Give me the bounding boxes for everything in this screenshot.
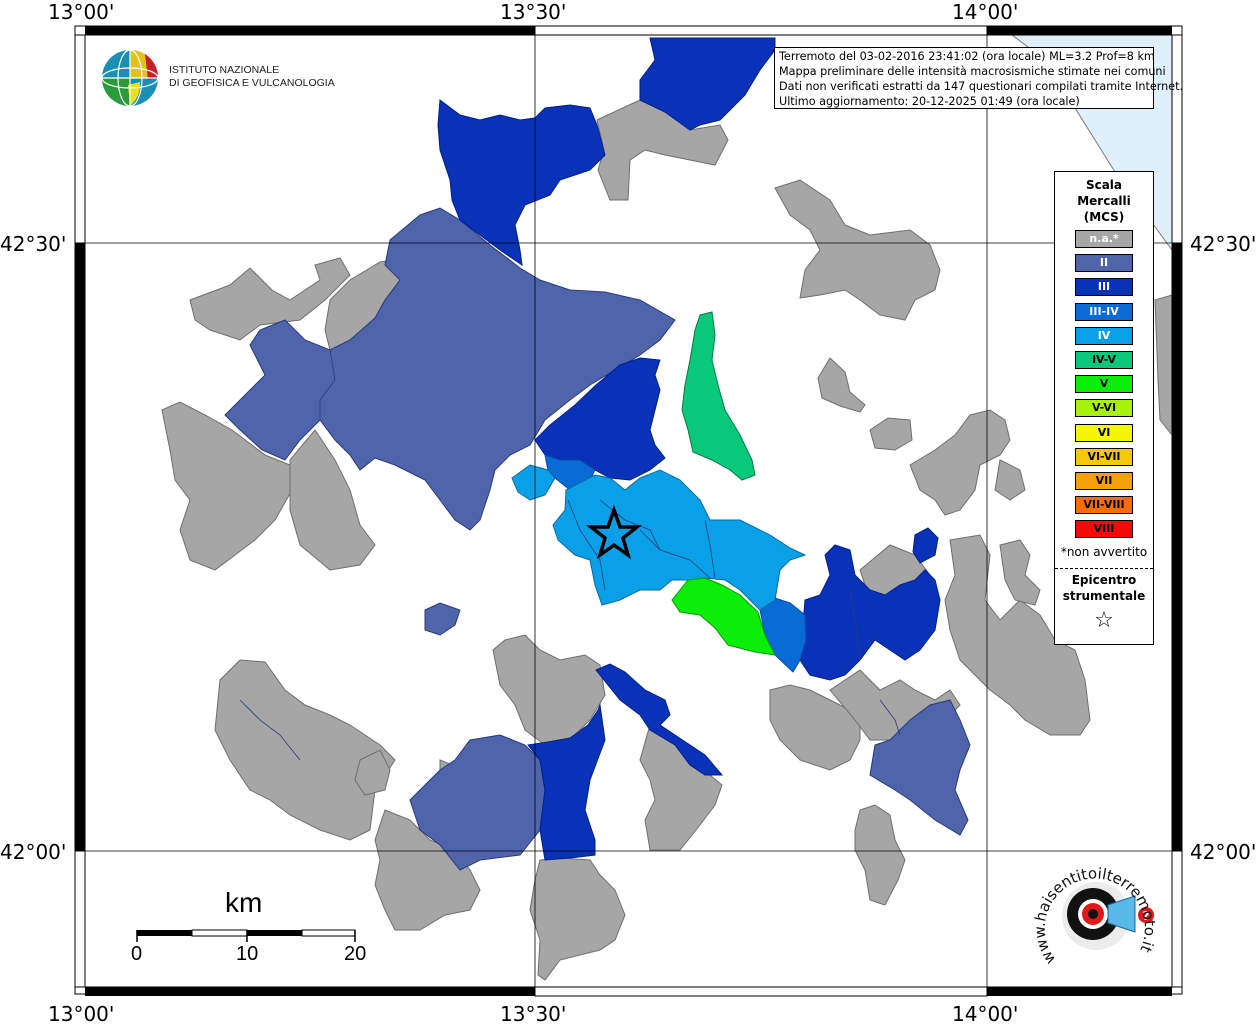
scale-label-20: 20 [344,943,367,965]
info-line-2: Mappa preliminare delle intensità macros… [779,65,1166,78]
legend-swatch: VII-VIII [1075,496,1133,515]
tick-bottom-3: 14°00' [952,1002,1019,1026]
info-line-1: Terremoto del 03-02-2016 23:41:02 (ora l… [779,50,1155,63]
svg-text:?: ? [1143,909,1150,923]
legend-swatch: III-IV [1075,302,1133,321]
tick-bottom-2: 13°30' [500,1002,567,1026]
tick-top-2: 13°30' [500,0,567,24]
ingv-logo-icon [101,49,159,107]
legend-swatch: VI [1075,423,1133,442]
tick-left-1: 42°30' [0,232,67,256]
svg-text:www.haisentitoilterremoto.it: www.haisentitoilterremoto.it [1031,864,1159,967]
na-areas [161,99,1173,981]
legend-epicenter-1: Epicentro [1071,573,1137,587]
scale-unit: km [225,887,263,918]
scale-bar [136,929,356,942]
legend-epicenter-label: Epicentro strumentale [1055,572,1153,604]
intensity-III-areas [437,37,941,861]
institute-line-2: DI GEOFISICA E VULCANOLOGIA [169,77,335,89]
legend-swatch: VIII [1075,520,1133,539]
mcs-legend: Scala Mercalli (MCS) n.a.* II III III-IV IV I… [1054,171,1154,645]
intensity-V-area [671,577,776,656]
brand-text: www.haisentitoilterremoto.it [1031,864,1159,967]
map-frame [74,25,1183,997]
legend-title-3: (MCS) [1083,210,1125,224]
epicenter-star [585,504,643,560]
legend-not-felt-note: *non avvertito [1060,545,1148,559]
scale-label-10: 10 [236,943,259,965]
municipal-boundaries [239,349,901,761]
legend-swatch: II [1075,254,1133,273]
intensity-II-areas [224,207,971,871]
brand-text-icon: www.haisentitoilterremoto.it [1031,864,1159,967]
tick-top-1: 13°00' [48,0,115,24]
info-line-4: Ultimo aggiornamento: 20-12-2025 01:49 (… [779,95,1080,108]
info-line-3: Dati non verificati estratti da 147 ques… [779,80,1184,93]
legend-swatch: V [1075,375,1133,394]
legend-swatch: n.a.* [1075,230,1133,248]
haisentito-logo-icon: ? [1062,882,1154,950]
institute-line-1: ISTITUTO NAZIONALE [169,64,280,76]
legend-swatch: VII [1075,472,1133,490]
legend-title-2: Mercalli [1077,194,1131,208]
legend-swatch: III [1075,278,1133,297]
tick-top-3: 14°00' [952,0,1019,24]
event-info-box: Terremoto del 03-02-2016 23:41:02 (ora l… [774,47,1184,109]
institute-name: ISTITUTO NAZIONALE DI GEOFISICA E VULCAN… [169,64,335,90]
scale-label-0: 0 [131,943,143,965]
legend-title: Scala Mercalli (MCS) [1055,177,1153,225]
legend-swatch: IV-V [1075,351,1133,369]
tick-right-1: 42°30' [1190,232,1256,256]
legend-swatch: VI-VII [1075,447,1133,466]
tick-bottom-1: 13°00' [48,1002,115,1026]
intensity-IV-V-area [681,311,756,481]
legend-divider [1055,568,1153,569]
intensity-IV-areas [511,464,807,611]
legend-swatch: IV [1075,326,1133,345]
legend-title-1: Scala [1085,178,1123,192]
legend-epicenter-2: strumentale [1062,589,1146,603]
legend-star-icon: ☆ [1094,608,1114,633]
legend-swatch: V-VI [1075,399,1133,418]
tick-left-2: 42°00' [0,840,67,864]
tick-right-2: 42°00' [1190,840,1256,864]
graticule [85,35,1172,987]
